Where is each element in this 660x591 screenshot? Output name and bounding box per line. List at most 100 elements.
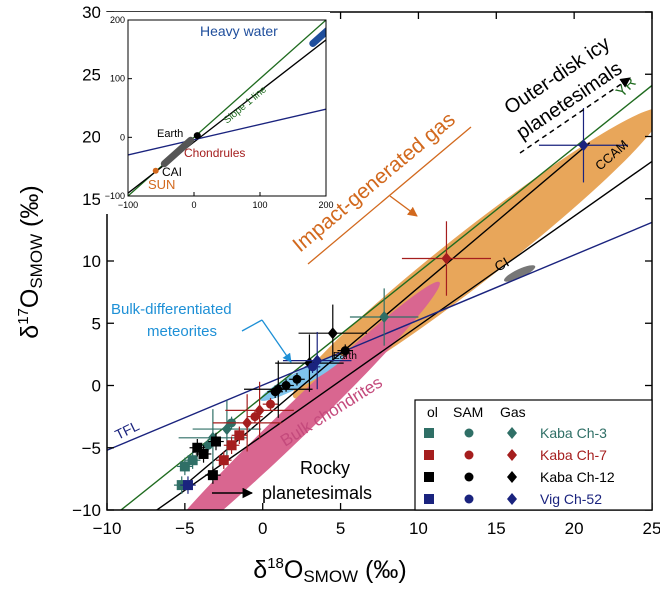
x-tick-label: −10	[93, 519, 122, 538]
data-point-gas	[273, 383, 284, 396]
data-point-gas	[441, 252, 452, 265]
y-tick-label: 25	[82, 65, 101, 84]
legend-marker-gas	[507, 471, 517, 483]
legend-header-sam: SAM	[453, 404, 483, 420]
bulk-diff-label-1: Bulk-differentiated	[111, 301, 232, 318]
inset-axes: −100 0 100 200 −100 0 100 200	[105, 15, 334, 210]
inset-segment	[309, 27, 326, 47]
legend-marker-ol	[424, 428, 434, 438]
impact-gas-pointer	[389, 195, 418, 217]
data-point-ol	[211, 436, 221, 447]
legend-box	[414, 399, 653, 511]
inset-y-tick-label: 0	[120, 132, 125, 142]
inset-x-tick-label: 0	[191, 200, 196, 210]
bulk-diff-pointer-2	[261, 319, 292, 363]
y-tick-label: 20	[82, 128, 101, 147]
y-tick-label: −5	[82, 439, 101, 458]
data-point-ol	[234, 430, 245, 441]
inset-sun-label: SUN	[148, 177, 175, 192]
data-point-ol	[207, 470, 218, 481]
legend-rows: Kaba Ch-3 Kaba Ch-7 Kaba Ch-12 Vig Ch-52	[424, 425, 615, 507]
inset-background	[100, 12, 330, 214]
inset-cai-label: CAI	[162, 165, 182, 179]
data-point-sam	[292, 374, 302, 384]
inset-content	[128, 20, 326, 196]
inset-sun-point	[152, 167, 159, 174]
x-tick-label: 15	[487, 519, 506, 538]
inset-earth-label: Earth	[157, 128, 183, 140]
x-tick-label: −5	[175, 519, 194, 538]
y-tick-label: 0	[92, 377, 101, 396]
legend-label: Vig Ch-52	[540, 491, 602, 507]
y-tick-label: 10	[82, 252, 101, 271]
data-point-sam	[340, 346, 350, 356]
outer-disk-arrow	[519, 77, 631, 154]
legend-marker-ol	[424, 494, 434, 504]
legend-label: Kaba Ch-12	[540, 469, 615, 485]
inset-y-tick-label: 100	[110, 74, 125, 84]
legend-header-ol: ol	[427, 404, 438, 420]
inset-segment	[160, 136, 195, 168]
x-axis-label: δ18OSMOW (‰)	[253, 555, 406, 586]
data-point-sam	[250, 412, 260, 422]
data-point-gas	[379, 311, 390, 324]
inset-x-tick-label: 200	[318, 200, 333, 210]
legend-marker-gas	[507, 449, 517, 461]
impact-gas-underline	[307, 126, 472, 265]
inset-chondrules-label: Chondrules	[184, 146, 245, 160]
inset-y-tick-label: 200	[110, 15, 125, 25]
data-point-gas	[254, 404, 265, 417]
rocky-label-2: planetesimals	[262, 483, 372, 503]
legend-marker-gas	[507, 427, 517, 439]
inset-line	[128, 20, 326, 196]
data-points	[173, 107, 629, 494]
bulk-diff-pointer-1	[241, 319, 263, 332]
inset-y-tick-label: −100	[105, 191, 125, 201]
reference-line	[156, 160, 652, 510]
inset-earth-point	[193, 132, 201, 140]
y-tick-label: 30	[82, 3, 101, 22]
legend-marker-sam	[464, 472, 474, 482]
data-point-ol	[187, 455, 198, 466]
data-point-ol	[179, 461, 190, 472]
inset-x-tick-label: 100	[252, 200, 267, 210]
data-point-sam	[203, 440, 213, 450]
data-point-ol	[182, 480, 193, 491]
y-axis-label: δ17OSMOW (‰)	[15, 185, 46, 338]
inset-frame	[127, 19, 327, 197]
data-point-gas	[221, 423, 232, 436]
rocky-label-1: Rocky	[300, 458, 350, 478]
y-tick-label: 15	[82, 190, 101, 209]
earth-label: Earth	[333, 351, 357, 362]
legend-marker-sam	[464, 494, 474, 504]
y-tick-label: 5	[92, 314, 101, 333]
data-point-sam	[281, 381, 291, 390]
legend-marker-sam	[464, 450, 474, 460]
legend-marker-ol	[424, 472, 434, 482]
data-point-gas	[242, 416, 253, 429]
legend-label: Kaba Ch-3	[540, 425, 607, 441]
inset-x-tick-label: −100	[118, 200, 138, 210]
x-tick-label: 25	[643, 519, 660, 538]
data-point-ol	[198, 448, 209, 459]
axes-ticks: −10 −5 0 5 10 15 20 25 −10 −5 0 5 10 15 20 25 30	[72, 3, 660, 538]
ci-label: CI	[492, 254, 512, 275]
x-tick-label: 5	[336, 519, 345, 538]
legend-marker-gas	[507, 493, 517, 505]
x-tick-label: 20	[565, 519, 584, 538]
x-tick-label: 10	[409, 519, 428, 538]
legend-label: Kaba Ch-7	[540, 447, 607, 463]
inset-line	[128, 108, 326, 156]
legend-header-gas: Gas	[500, 404, 526, 420]
tfl-label: TFL	[112, 417, 142, 442]
reference-line	[184, 142, 591, 486]
data-point-gas	[578, 139, 589, 152]
y-tick-label: −10	[72, 501, 101, 520]
inset-heavy-water-label: Heavy water	[200, 23, 278, 39]
data-point-gas	[327, 327, 338, 340]
legend-marker-ol	[424, 450, 434, 460]
x-tick-label: 0	[258, 519, 267, 538]
data-point-ol	[218, 455, 229, 466]
